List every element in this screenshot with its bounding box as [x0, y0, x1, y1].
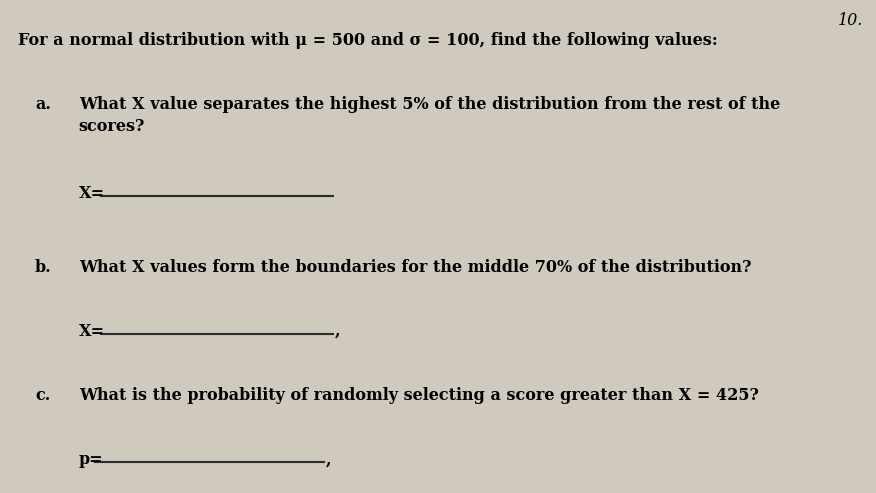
Text: X=: X=	[79, 185, 105, 202]
Text: For a normal distribution with μ = 500 and σ = 100, find the following values:: For a normal distribution with μ = 500 a…	[18, 32, 717, 49]
Text: What X value separates the highest 5% of the distribution from the rest of the
s: What X value separates the highest 5% of…	[79, 96, 781, 135]
Text: 10.: 10.	[837, 12, 863, 29]
Text: X=: X=	[79, 323, 105, 340]
Text: ,: ,	[326, 451, 331, 468]
Text: a.: a.	[35, 96, 51, 113]
Text: ,: ,	[335, 323, 340, 340]
Text: c.: c.	[35, 387, 50, 404]
Text: p=: p=	[79, 451, 103, 468]
Text: What is the probability of randomly selecting a score greater than X = 425?: What is the probability of randomly sele…	[79, 387, 759, 404]
Text: b.: b.	[35, 259, 52, 276]
Text: What X values form the boundaries for the middle 70% of the distribution?: What X values form the boundaries for th…	[79, 259, 752, 276]
